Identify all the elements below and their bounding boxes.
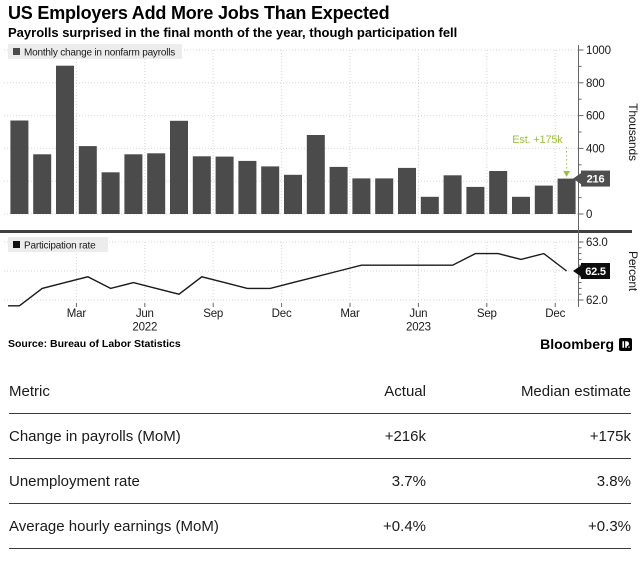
page-subtitle: Payrolls surprised in the final month of… <box>8 25 458 40</box>
legend-participation-rate: Participation rate <box>8 237 108 252</box>
year-label: 2022 <box>132 322 157 334</box>
col-header-metric: Metric <box>9 369 276 414</box>
legend-nonfarm-payrolls: Monthly change in nonfarm payrolls <box>8 44 182 59</box>
bloomberg-logo: Bloomberg <box>540 336 632 352</box>
metric-label: Average hourly earnings (MoM) <box>9 503 276 549</box>
metric-label: Unemployment rate <box>9 458 276 504</box>
table-row: Change in payrolls (MoM) +216k +175k <box>9 413 631 459</box>
jobs-report-card: US Employers Add More Jobs Than Expected… <box>0 3 640 562</box>
svg-text:Participation rate: Participation rate <box>24 241 96 252</box>
x-tick-label: Jun <box>409 308 427 320</box>
payroll-bar <box>192 156 211 214</box>
estimate-annotation: Est. +175k <box>512 134 570 177</box>
col-header-actual: Actual <box>276 369 426 414</box>
payroll-bar <box>170 120 188 214</box>
col-header-median-estimate: Median estimate <box>426 369 631 414</box>
x-tick-label: Dec <box>545 308 565 320</box>
payroll-bar <box>375 178 394 214</box>
estimates-table: Metric Actual Median estimate Change in … <box>9 369 631 549</box>
median-estimate-value: +0.3% <box>426 503 631 549</box>
x-tick-label: Mar <box>340 308 360 320</box>
payroll-bar <box>284 174 302 214</box>
median-estimate-value: 3.8% <box>426 458 631 504</box>
y-tick-label: 63.0 <box>586 237 608 249</box>
payroll-bar <box>329 166 348 214</box>
payroll-bar <box>306 135 325 214</box>
x-tick-label: Sep <box>203 308 223 320</box>
table-row: Average hourly earnings (MoM) +0.4% +0.3… <box>9 503 631 549</box>
svg-text:62.5: 62.5 <box>585 266 606 278</box>
year-label: 2023 <box>406 322 431 334</box>
x-tick-label: Dec <box>272 308 292 320</box>
svg-text:Est. +175k: Est. +175k <box>512 134 563 146</box>
payroll-bar <box>10 120 29 214</box>
payroll-bar <box>261 166 280 214</box>
payroll-bar <box>534 185 553 214</box>
x-tick-label: Mar <box>67 308 87 320</box>
table-header-row: Metric Actual Median estimate <box>9 369 631 414</box>
legend-swatch <box>13 48 20 55</box>
actual-value: +0.4% <box>276 503 426 549</box>
payroll-bar <box>398 167 416 214</box>
table-row: Unemployment rate 3.7% 3.8% <box>9 458 631 504</box>
last-value-badge-payrolls: 216 <box>573 170 610 187</box>
last-value-badge-participation: 62.5 <box>573 263 610 279</box>
median-estimate-value: +175k <box>426 413 631 459</box>
payroll-bar <box>101 172 120 214</box>
payroll-bar <box>124 154 143 214</box>
svg-text:216: 216 <box>587 174 605 186</box>
metric-label: Change in payrolls (MoM) <box>9 413 276 459</box>
payroll-bar <box>489 171 508 214</box>
payrolls-participation-chart: Monthly change in nonfarm payrolls Partic… <box>0 44 640 334</box>
bloomberg-wordmark: Bloomberg <box>540 336 614 352</box>
y-tick-label: 62.0 <box>586 295 608 307</box>
payroll-bar <box>56 65 74 214</box>
bloomberg-terminal-icon <box>619 337 632 351</box>
gridlines <box>4 49 578 301</box>
legend-swatch <box>13 241 20 248</box>
chart-footer: Source: Bureau of Labor Statistics Bloom… <box>0 335 640 353</box>
svg-text:Monthly change in nonfarm payr: Monthly change in nonfarm payrolls <box>24 48 175 59</box>
x-tick-label: Jun <box>136 308 154 320</box>
page-title: US Employers Add More Jobs Than Expected <box>8 3 390 23</box>
actual-value: 3.7% <box>276 458 426 504</box>
y-tick-label: 800 <box>586 78 605 90</box>
panel-divider <box>0 230 632 233</box>
payroll-bar <box>238 160 257 214</box>
payroll-bar <box>420 196 439 214</box>
payroll-bar <box>557 178 576 214</box>
payroll-bar <box>512 196 530 214</box>
payroll-bar <box>78 146 97 214</box>
y-unit-percent: Percent <box>626 251 640 292</box>
y-tick-label: 600 <box>586 111 605 123</box>
payroll-bar <box>33 154 52 214</box>
source-note: Source: Bureau of Labor Statistics <box>8 338 181 350</box>
payroll-bar <box>147 153 166 214</box>
payroll-bar <box>215 156 234 214</box>
actual-value: +216k <box>276 413 426 459</box>
payroll-bar <box>443 175 462 214</box>
y-tick-label: 0 <box>586 209 592 221</box>
participation-line <box>8 252 568 307</box>
y-tick-label: 400 <box>586 143 605 155</box>
x-tick-label: Sep <box>477 308 497 320</box>
y-tick-label: 1000 <box>586 45 611 57</box>
y-unit-thousands: Thousands <box>626 103 640 161</box>
payroll-bar <box>466 186 485 214</box>
x-axis: Mar Jun Sep Dec Mar Jun Sep Dec 2022 2023 <box>67 303 566 334</box>
payroll-bars <box>10 65 576 214</box>
payroll-bar <box>352 178 371 214</box>
